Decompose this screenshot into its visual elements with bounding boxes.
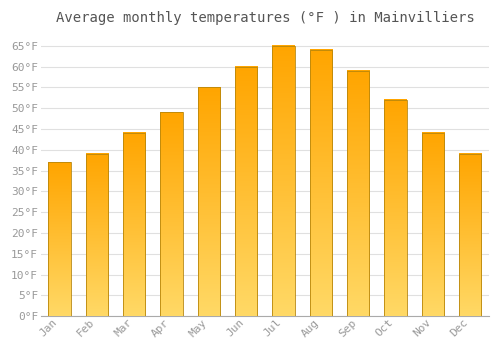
Bar bbox=[272, 46, 295, 316]
Bar bbox=[459, 154, 481, 316]
Bar bbox=[347, 71, 370, 316]
Bar bbox=[310, 50, 332, 316]
Bar bbox=[198, 87, 220, 316]
Bar bbox=[235, 66, 258, 316]
Bar bbox=[384, 100, 407, 316]
Bar bbox=[422, 133, 444, 316]
Bar bbox=[160, 112, 183, 316]
Title: Average monthly temperatures (°F ) in Mainvilliers: Average monthly temperatures (°F ) in Ma… bbox=[56, 11, 474, 25]
Bar bbox=[48, 162, 71, 316]
Bar bbox=[86, 154, 108, 316]
Bar bbox=[123, 133, 146, 316]
